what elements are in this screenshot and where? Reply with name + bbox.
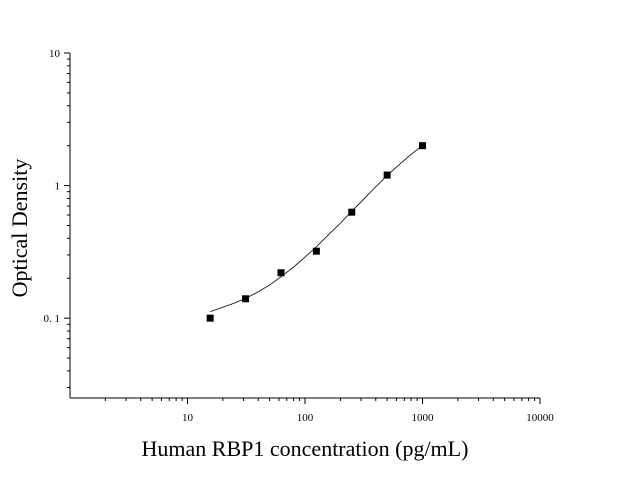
fit-curve xyxy=(210,145,423,313)
x-tick-label: 100 xyxy=(297,412,314,424)
data-point xyxy=(383,171,391,179)
y-tick-label: 0. 1 xyxy=(44,313,61,325)
data-point xyxy=(312,247,320,255)
data-points-layer xyxy=(206,142,426,322)
data-point xyxy=(419,142,426,150)
data-point xyxy=(277,269,285,277)
y-tick-label: 1 xyxy=(55,181,61,193)
x-tick-label: 10000 xyxy=(526,412,554,424)
data-point xyxy=(206,314,214,322)
data-point xyxy=(242,295,250,303)
y-tick-label: 10 xyxy=(49,48,61,60)
x-tick-label: 10 xyxy=(182,412,194,424)
x-axis-title: Human RBP1 concentration (pg/mL) xyxy=(142,436,469,461)
y-axis-title: Optical Density xyxy=(7,159,32,298)
x-tick-label: 1000 xyxy=(412,412,435,424)
axes: 10 100 1000 10000 0. 1 1 10 xyxy=(44,48,555,424)
fit-curve-layer xyxy=(210,145,423,313)
data-point xyxy=(348,208,356,216)
